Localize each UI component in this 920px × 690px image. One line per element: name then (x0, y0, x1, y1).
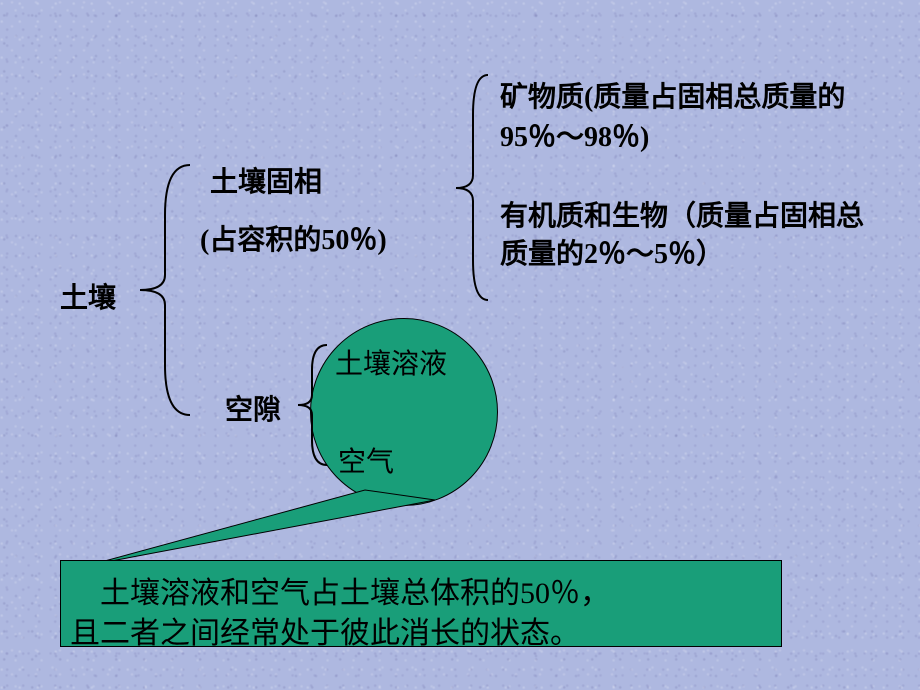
void-label: 空隙 (225, 388, 281, 428)
solid-brace (448, 70, 493, 305)
solid-phase-label-2: (占容积的50％) (200, 218, 387, 258)
callout-text-line1: 土壤溶液和空气占土壤总体积的50％， (70, 568, 610, 612)
air-label: 空气 (338, 440, 394, 480)
organic-text: 有机质和生物（质量占固相总质量的2％～5％） (500, 198, 870, 274)
solution-label: 土壤溶液 (335, 342, 447, 382)
root-label: 土壤 (60, 276, 116, 316)
mineral-text: 矿物质(质量占固相总质量的95％～98％) (500, 78, 860, 158)
root-brace (130, 160, 200, 420)
slide-stage: 土壤 土壤固相 (占容积的50％) 矿物质(质量占固相总质量的95％～98％) … (0, 0, 920, 690)
solid-phase-label-1: 土壤固相 (210, 160, 322, 200)
callout-text-line2: 且二者之间经常处于彼此消长的状态。 (70, 608, 580, 652)
